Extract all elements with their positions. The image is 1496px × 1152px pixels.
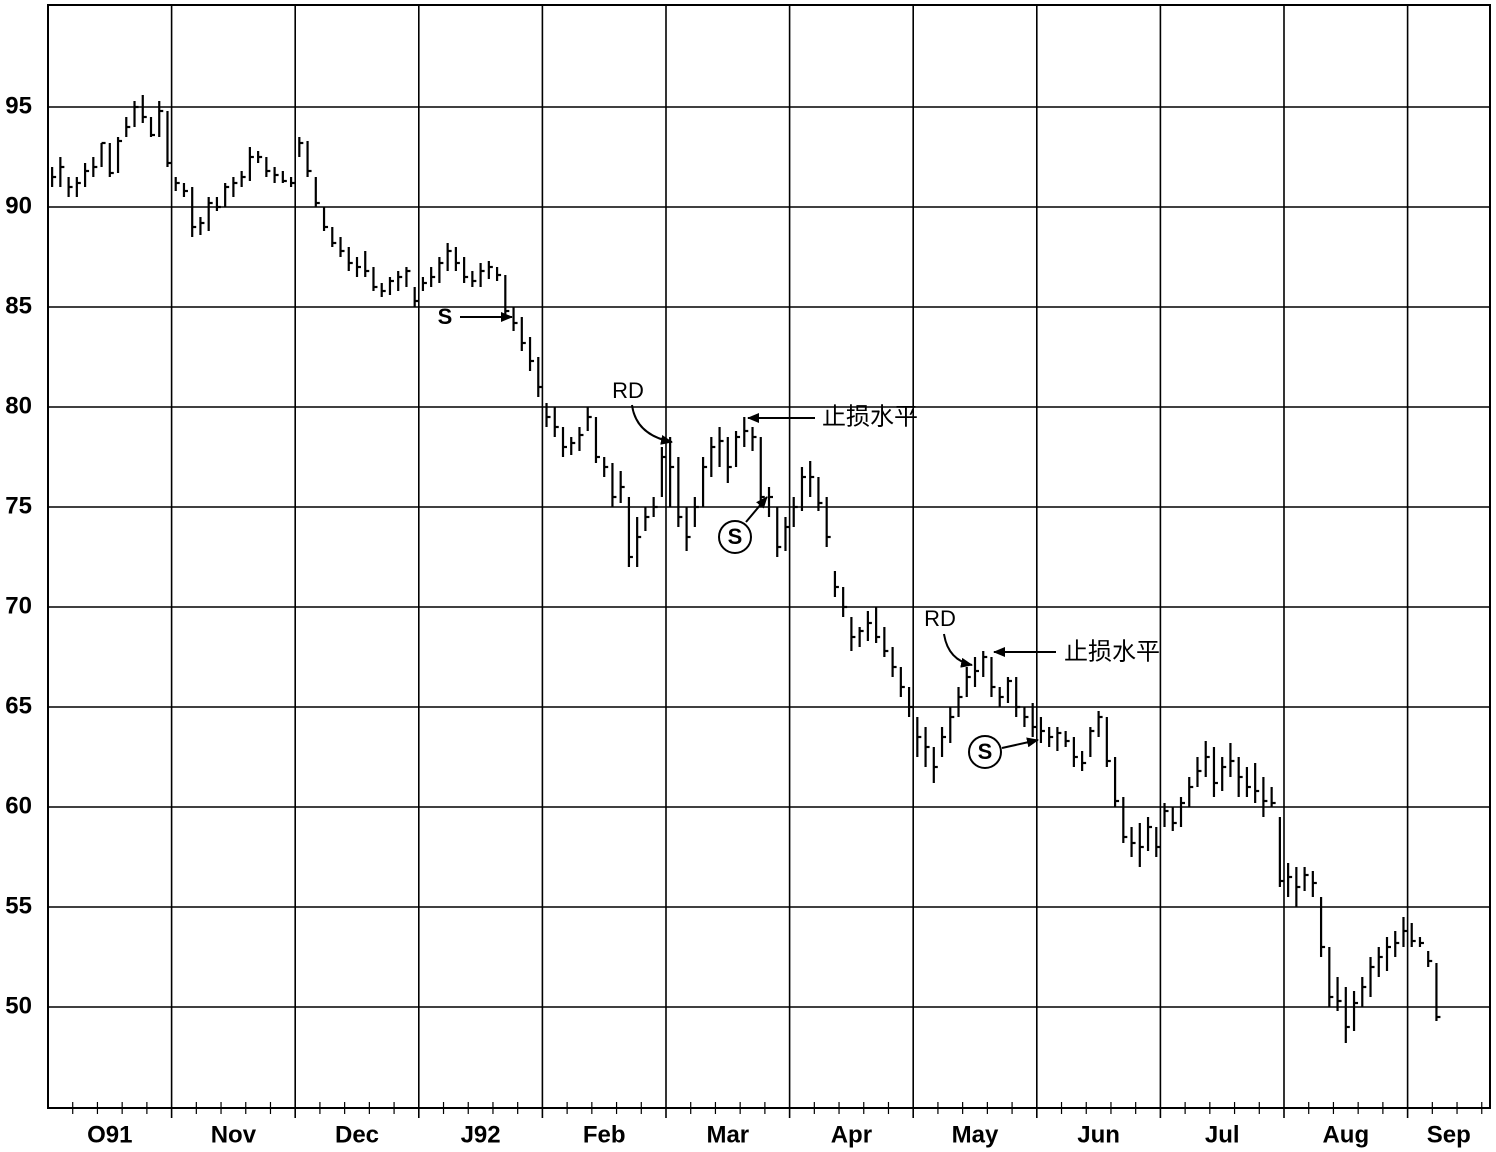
x-tick-label: Aug <box>1322 1121 1369 1148</box>
y-tick-label: 50 <box>5 992 32 1019</box>
arrow <box>943 633 973 668</box>
annotation: RD <box>612 378 644 403</box>
x-tick-label: Nov <box>211 1121 257 1148</box>
y-tick-label: 55 <box>5 892 32 919</box>
x-tick-label: Sep <box>1427 1121 1471 1148</box>
y-tick-label: 70 <box>5 592 32 619</box>
plot-frame <box>47 4 1491 1109</box>
annotation: S <box>978 739 993 764</box>
x-tick-label: Feb <box>583 1121 626 1148</box>
y-tick-label: 65 <box>5 692 32 719</box>
x-tick-label: J92 <box>461 1121 501 1148</box>
y-tick-label: 95 <box>5 92 32 119</box>
y-tick-label: 60 <box>5 792 32 819</box>
y-tick-label: 85 <box>5 292 32 319</box>
arrow <box>631 404 673 445</box>
arrow <box>745 496 768 523</box>
annotation: 止损水平 <box>1064 638 1160 665</box>
y-tick-label: 75 <box>5 492 32 519</box>
annotation: S <box>728 524 743 549</box>
annotation: RD <box>924 606 956 631</box>
x-tick-label: Jun <box>1077 1121 1120 1148</box>
y-tick-label: 90 <box>5 192 32 219</box>
circle <box>718 520 752 554</box>
x-tick-label: Apr <box>831 1121 872 1148</box>
x-tick-label: May <box>952 1121 999 1148</box>
x-tick-label: Dec <box>335 1121 379 1148</box>
annotation: S <box>438 304 453 329</box>
arrow <box>1001 737 1039 749</box>
x-tick-label: Mar <box>706 1121 749 1148</box>
y-tick-label: 80 <box>5 392 32 419</box>
x-tick-label: O91 <box>87 1121 132 1148</box>
circle <box>968 735 1002 769</box>
x-tick-label: Jul <box>1205 1121 1240 1148</box>
annotation: 止损水平 <box>822 403 918 430</box>
